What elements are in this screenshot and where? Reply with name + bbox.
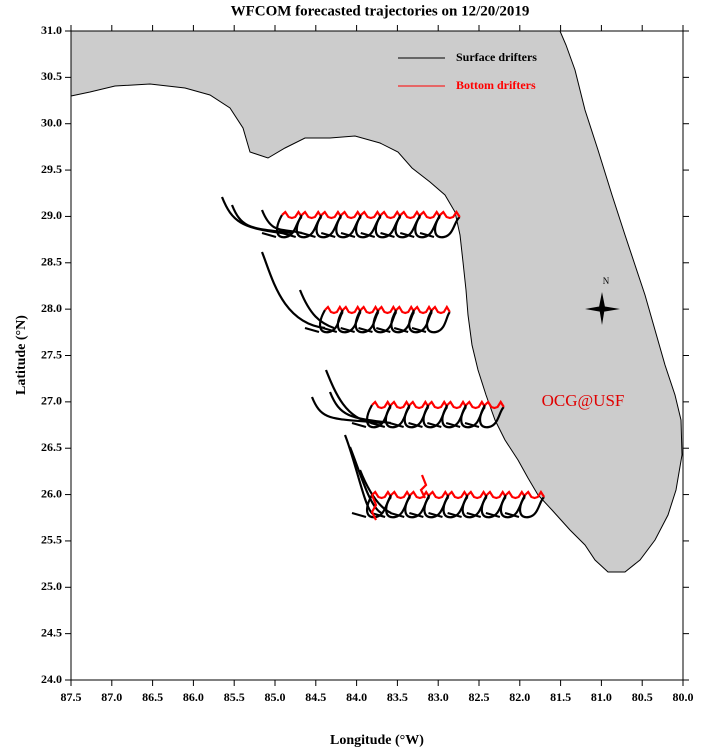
x-tick-label: 80.0 bbox=[673, 690, 694, 704]
bottom-trajectory bbox=[377, 304, 398, 315]
legend-label: Surface drifters bbox=[456, 50, 537, 64]
x-tick-label: 87.0 bbox=[101, 690, 122, 704]
bottom-trajectory bbox=[408, 399, 430, 410]
surface-trajectory bbox=[504, 494, 545, 519]
y-tick-label: 24.0 bbox=[41, 672, 62, 686]
surface-trajectory bbox=[298, 289, 335, 330]
surface-trajectory bbox=[260, 251, 326, 330]
bottom-trajectory bbox=[340, 209, 362, 220]
bottom-trajectory bbox=[320, 209, 343, 220]
bottom-trajectory bbox=[419, 209, 441, 220]
x-tick-label: 85.0 bbox=[265, 690, 286, 704]
surface-trajectory bbox=[230, 204, 293, 235]
bottom-trajectory bbox=[447, 489, 469, 500]
x-tick-label: 84.0 bbox=[346, 690, 367, 704]
x-tick-label: 87.5 bbox=[61, 690, 82, 704]
surface-trajectory bbox=[464, 404, 505, 429]
bottom-trajectory bbox=[428, 489, 450, 500]
bottom-trajectory bbox=[380, 209, 402, 220]
bottom-trajectory bbox=[371, 489, 393, 500]
x-tick-label: 82.5 bbox=[469, 690, 490, 704]
legend-label: Bottom drifters bbox=[456, 78, 536, 92]
y-tick-label: 28.0 bbox=[41, 301, 62, 315]
bottom-trajectory bbox=[446, 399, 468, 410]
bottom-trajectory bbox=[395, 304, 416, 315]
bottom-trajectory bbox=[439, 209, 461, 220]
chart-title: WFCOM forecasted trajectories on 12/20/2… bbox=[231, 3, 530, 19]
x-tick-label: 83.0 bbox=[428, 690, 449, 704]
compass-rose: N bbox=[585, 276, 620, 325]
x-tick-label: 80.5 bbox=[632, 690, 653, 704]
y-tick-label: 25.0 bbox=[41, 579, 62, 593]
surface-trajectory bbox=[348, 446, 383, 515]
surface-trajectory bbox=[358, 469, 392, 515]
compass-label: N bbox=[603, 276, 610, 286]
bottom-trajectory bbox=[399, 209, 422, 220]
surface-trajectory bbox=[411, 309, 451, 334]
x-tick-label: 82.0 bbox=[509, 690, 530, 704]
bottom-trajectory bbox=[524, 489, 546, 500]
bottom-trajectory bbox=[390, 399, 411, 410]
y-tick-label: 26.0 bbox=[41, 486, 62, 500]
bottom-trajectory bbox=[466, 489, 488, 500]
y-tick-label: 30.0 bbox=[41, 115, 62, 129]
x-tick-label: 81.0 bbox=[591, 690, 612, 704]
trajectories bbox=[220, 196, 546, 521]
annotation: OCG@USF bbox=[542, 391, 625, 410]
bottom-trajectory bbox=[371, 399, 392, 410]
surface-trajectory bbox=[328, 391, 391, 425]
bottom-trajectory bbox=[431, 304, 451, 315]
bottom-trajectory bbox=[505, 489, 526, 500]
y-tick-label: 27.0 bbox=[41, 394, 62, 408]
bottom-trajectory bbox=[359, 304, 380, 315]
x-tick-label: 84.5 bbox=[305, 690, 326, 704]
bottom-trajectory bbox=[281, 209, 303, 220]
x-tick-label: 86.0 bbox=[183, 690, 204, 704]
surface-trajectory bbox=[343, 434, 373, 514]
x-tick-label: 86.5 bbox=[142, 690, 163, 704]
x-tick-label: 81.5 bbox=[550, 690, 571, 704]
bottom-trajectory bbox=[484, 399, 505, 410]
bottom-trajectory bbox=[360, 209, 382, 220]
florida-land bbox=[70, 30, 683, 573]
y-tick-label: 29.0 bbox=[41, 208, 62, 222]
y-tick-label: 30.5 bbox=[41, 69, 62, 83]
y-tick-label: 29.5 bbox=[41, 162, 62, 176]
bottom-trajectory bbox=[342, 304, 362, 315]
y-tick-label: 26.5 bbox=[41, 440, 62, 454]
x-tick-label: 85.5 bbox=[224, 690, 245, 704]
bottom-trajectory bbox=[419, 474, 428, 499]
surface-trajectory bbox=[419, 214, 461, 239]
y-tick-label: 25.5 bbox=[41, 533, 62, 547]
bottom-trajectory bbox=[485, 489, 507, 500]
bottom-trajectory bbox=[390, 489, 412, 500]
x-tick-label: 83.5 bbox=[387, 690, 408, 704]
bottom-trajectory bbox=[465, 399, 486, 410]
bottom-trajectory bbox=[409, 489, 431, 500]
bottom-trajectory bbox=[370, 494, 378, 521]
bottom-trajectory bbox=[324, 304, 344, 315]
bottom-trajectory bbox=[427, 399, 449, 410]
y-tick-label: 28.5 bbox=[41, 255, 62, 269]
y-axis-label: Latitude (°N) bbox=[14, 315, 29, 395]
land bbox=[70, 30, 683, 573]
y-tick-label: 27.5 bbox=[41, 347, 62, 361]
y-tick-label: 24.5 bbox=[41, 625, 62, 639]
bottom-trajectory bbox=[301, 209, 323, 220]
bottom-trajectory bbox=[413, 304, 433, 315]
x-axis-label: Longitude (°W) bbox=[330, 733, 424, 748]
y-tick-label: 31.0 bbox=[41, 23, 62, 37]
